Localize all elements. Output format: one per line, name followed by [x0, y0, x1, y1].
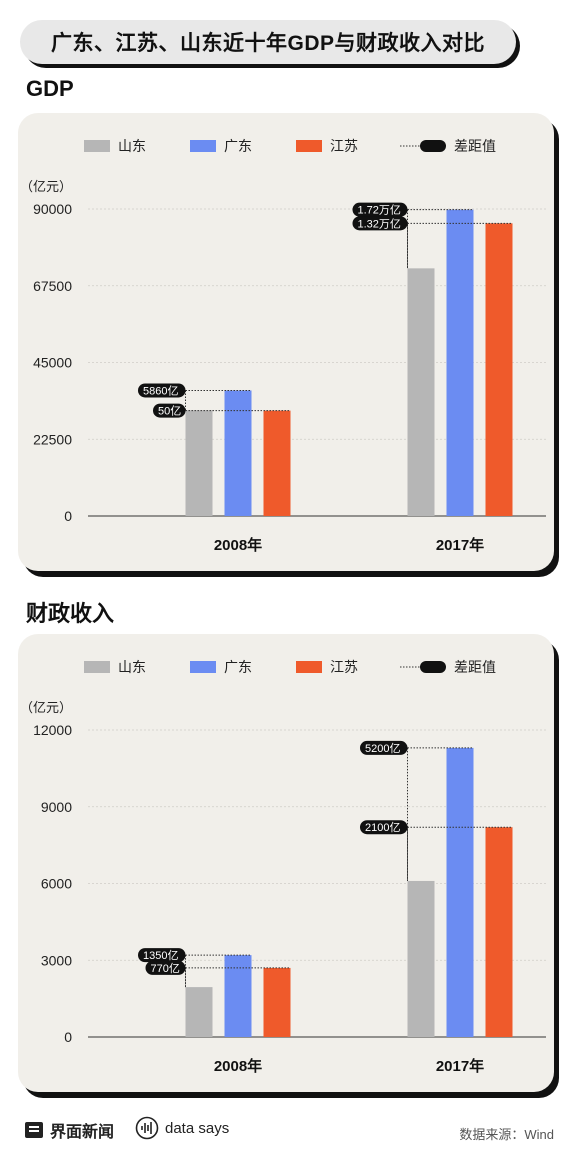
x-tick-label: 2008年 [214, 536, 262, 554]
y-axis-unit-label: （亿元） [20, 179, 72, 194]
gap-label: 770亿 [151, 962, 180, 975]
gap-label: 50亿 [158, 405, 181, 418]
x-tick-label: 2008年 [214, 1057, 262, 1075]
brand-logo: 界面新闻 [24, 1118, 114, 1142]
y-tick-label: 6000 [41, 876, 72, 892]
gap-pill [352, 202, 408, 217]
gap-pill [360, 820, 408, 835]
gap-label: 1350亿 [143, 949, 178, 962]
y-axis-unit-label: （亿元） [20, 700, 72, 715]
title-banner: 广东、江苏、山东近十年GDP与财政收入对比 [20, 20, 516, 64]
legend-swatch-guangdong [190, 140, 216, 152]
gap-pill [138, 948, 186, 963]
y-tick-label: 45000 [33, 355, 72, 371]
legend-label-jiangsu: 江苏 [330, 659, 358, 675]
revenue-chart: 山东 广东 江苏 差距值 （亿元） 0 3000 6000 9000 12000 2008年 2017… [20, 659, 546, 1075]
legend-swatch-jiangsu [296, 140, 322, 152]
gap-label: 1.72万亿 [358, 204, 401, 217]
gap-label: 5860亿 [143, 384, 178, 397]
y-tick-label: 9000 [41, 799, 72, 815]
legend-label-guangdong: 广东 [224, 138, 252, 154]
y-tick-label: 67500 [33, 278, 72, 294]
bar-shandong-2008 [185, 987, 213, 1037]
footer: 界面新闻 data says 数据来源：Wind [0, 1112, 580, 1146]
brand-name: 界面新闻 [50, 1124, 115, 1141]
y-tick-label: 3000 [41, 952, 72, 968]
bar-guangdong-2017 [446, 747, 474, 1037]
legend-swatch-shandong [84, 661, 110, 673]
legend-gap-pill [420, 140, 446, 152]
bar-jiangsu-2008 [263, 410, 291, 516]
brand-icon [25, 1122, 43, 1138]
gdp-section-title: GDP [26, 76, 74, 101]
legend-label-jiangsu: 江苏 [330, 138, 358, 154]
y-tick-label: 12000 [33, 722, 72, 738]
y-tick-label: 0 [64, 1029, 72, 1045]
gap-label: 5200亿 [365, 742, 400, 755]
legend-swatch-jiangsu [296, 661, 322, 673]
gap-pill [153, 403, 186, 418]
page-title: 广东、江苏、山东近十年GDP与财政收入对比 [50, 32, 485, 55]
legend-label-shandong: 山东 [118, 659, 146, 675]
gdp-chart: 山东 广东 江苏 差距值 （亿元） 0 22500 45000 67500 90000 2008年 2… [20, 138, 546, 554]
bar-shandong-2008 [185, 410, 213, 516]
data-source: 数据来源：Wind [459, 1127, 554, 1142]
gap-pill [360, 740, 408, 755]
gap-pill [352, 216, 408, 231]
gap-pill [145, 960, 186, 975]
legend-swatch-shandong [84, 140, 110, 152]
y-tick-label: 90000 [33, 201, 72, 217]
bar-shandong-2017 [407, 880, 435, 1037]
bar-jiangsu-2017 [485, 223, 513, 516]
legend-label-guangdong: 广东 [224, 659, 252, 675]
gap-label: 1.32万亿 [358, 217, 401, 230]
gdp-chart-card: 山东 广东 江苏 差距值 （亿元） 0 22500 45000 67500 90000 2008年 2… [18, 113, 554, 571]
datasays-label: data says [165, 1119, 230, 1137]
gap-label: 2100亿 [365, 821, 400, 834]
bar-guangdong-2008 [224, 955, 252, 1037]
y-tick-label: 0 [64, 508, 72, 524]
legend-label-gap: 差距值 [454, 138, 496, 154]
revenue-chart-card: 山东 广东 江苏 差距值 （亿元） 0 3000 6000 9000 12000 2008年 2017… [18, 634, 554, 1092]
bar-guangdong-2008 [224, 390, 252, 516]
revenue-section-title: 财政收入 [26, 601, 115, 626]
y-tick-label: 22500 [33, 431, 72, 447]
gap-pill [138, 383, 186, 398]
waveform-icon [135, 1116, 159, 1140]
legend-label-gap: 差距值 [454, 659, 496, 675]
legend-label-shandong: 山东 [118, 138, 146, 154]
bar-shandong-2017 [407, 268, 435, 516]
bar-jiangsu-2017 [485, 827, 513, 1037]
legend-swatch-guangdong [190, 661, 216, 673]
x-tick-label: 2017年 [436, 536, 484, 554]
x-tick-label: 2017年 [436, 1057, 484, 1075]
legend-gap-pill [420, 661, 446, 673]
bar-jiangsu-2008 [263, 967, 291, 1037]
datasays-logo: data says [135, 1116, 229, 1140]
bar-guangdong-2017 [446, 209, 474, 516]
